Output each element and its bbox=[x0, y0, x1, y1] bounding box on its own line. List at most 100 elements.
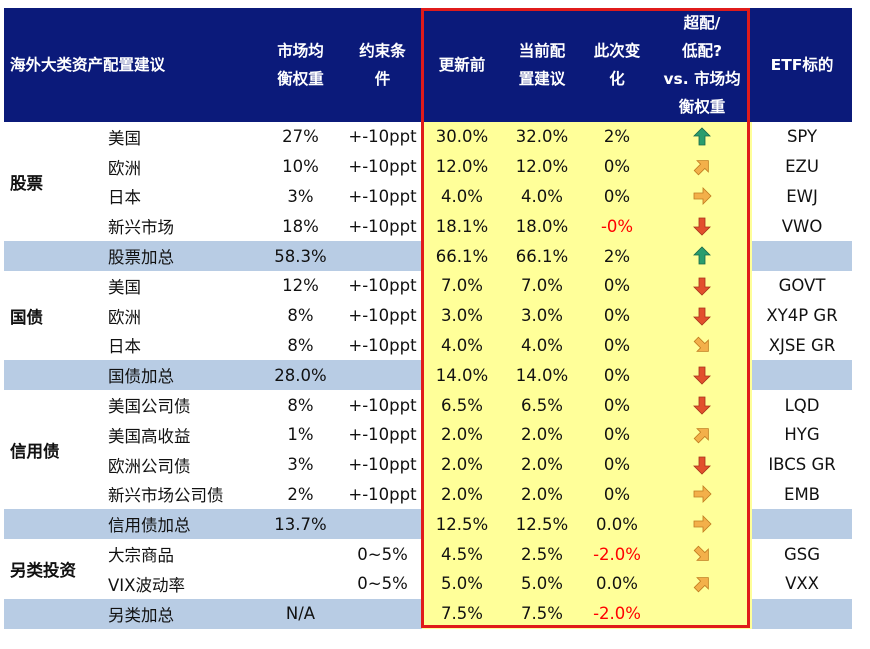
subtotal-weight: N/A bbox=[258, 598, 344, 629]
constraint-cell: 0~5% bbox=[357, 574, 408, 594]
arrow-down-icon bbox=[693, 366, 711, 385]
asset-name: 日本 bbox=[108, 337, 141, 357]
arrow-down-icon bbox=[693, 277, 711, 296]
constraint-cell: +-10ppt bbox=[348, 395, 417, 415]
header-constraint: 约束条件 bbox=[343, 8, 423, 122]
table-row: 国债 美国 12% +-10ppt 7.0% 7.0% 0% GOVT bbox=[4, 270, 852, 327]
category-label: 股票 bbox=[10, 173, 43, 193]
before-cell: 2.0% bbox=[422, 449, 503, 480]
market-weight-cell: 18% bbox=[282, 216, 319, 236]
arrow-up-right-icon bbox=[693, 577, 709, 593]
market-weight-cell: 3% bbox=[287, 455, 314, 475]
subtotal-row: 国债加总 28.0% 14.0% 14.0% 0% bbox=[4, 360, 853, 391]
table-row: 信用债 美国公司债 8% +-10ppt 6.5% 6.5% 0% LQD bbox=[4, 390, 852, 461]
before-cell: 2.0% bbox=[422, 419, 503, 450]
asset-name: 欧洲 bbox=[108, 307, 141, 327]
direction-cell bbox=[652, 449, 753, 480]
market-weight-cell: 8% bbox=[287, 306, 314, 326]
asset-name: 欧洲 bbox=[108, 158, 141, 178]
market-weight-cell: 3% bbox=[287, 186, 314, 206]
table-row: 另类投资 大宗商品 0~5% 4.5% 2.5% -2.0% GSG bbox=[4, 539, 852, 580]
market-weight-cell: 8% bbox=[287, 335, 314, 355]
header-over-under: 超配/低配? vs. 市场均 衡权重 bbox=[652, 8, 753, 122]
constraint-cell: +-10ppt bbox=[348, 425, 417, 445]
arrow-up-right-icon bbox=[693, 428, 709, 444]
etf-cell: IBCS GR bbox=[768, 455, 836, 475]
before-cell: 12.0% bbox=[422, 151, 503, 182]
change-cell: 0% bbox=[582, 360, 653, 391]
arrow-down-right-icon bbox=[693, 337, 709, 353]
market-weight-cell: 2% bbox=[287, 484, 314, 504]
direction-cell bbox=[652, 568, 753, 599]
direction-cell bbox=[652, 330, 753, 361]
etf-cell: HYG bbox=[784, 425, 820, 445]
etf-cell: XJSE GR bbox=[768, 335, 836, 355]
direction-cell bbox=[652, 509, 753, 540]
change-cell: 0% bbox=[582, 390, 653, 420]
market-weight-cell bbox=[258, 569, 343, 599]
constraint-cell: +-10ppt bbox=[348, 455, 417, 475]
subtotal-etf bbox=[752, 241, 853, 271]
constraint-cell: +-10ppt bbox=[348, 157, 417, 177]
table-row: 日本 8% +-10ppt 4.0% 4.0% 0% XJSE GR bbox=[4, 330, 852, 361]
change-cell: 2% bbox=[582, 241, 653, 271]
change-cell: 0% bbox=[582, 479, 653, 510]
subtotal-spacer bbox=[4, 598, 104, 629]
before-cell: 4.0% bbox=[422, 330, 503, 361]
etf-cell: VXX bbox=[785, 574, 819, 594]
asset-name: 新兴市场 bbox=[108, 218, 174, 238]
current-cell: 5.0% bbox=[502, 568, 583, 599]
header-row: 海外大类资产配置建议 市场均 衡权重 约束条件 更新前 当前配 置建议 此次变化 超… bbox=[4, 8, 853, 122]
subtotal-etf bbox=[752, 360, 853, 391]
subtotal-name: 信用债加总 bbox=[104, 509, 259, 540]
asset-name: 大宗商品 bbox=[108, 546, 174, 566]
subtotal-name: 股票加总 bbox=[104, 241, 259, 271]
etf-cell: LQD bbox=[784, 395, 820, 415]
change-cell: -0% bbox=[582, 211, 653, 242]
category-label: 另类投资 bbox=[10, 560, 76, 580]
subtotal-before: 7.5% bbox=[422, 598, 503, 629]
current-cell: 18.0% bbox=[502, 211, 583, 242]
direction-cell bbox=[652, 479, 753, 510]
table-body: 股票 美国 27% +-10ppt 30.0% 32.0% 2% SPY 欧洲 10% +-10pp… bbox=[4, 122, 853, 629]
change-cell: 0% bbox=[582, 449, 653, 480]
arrow-down-right-icon bbox=[693, 545, 709, 561]
subtotal-constraint bbox=[343, 241, 423, 271]
change-cell: 0% bbox=[582, 330, 653, 361]
direction-cell bbox=[652, 419, 753, 450]
change-cell: 0% bbox=[582, 151, 653, 182]
arrow-up-right-icon bbox=[693, 159, 709, 176]
table-row: VIX波动率 0~5% 5.0% 5.0% 0.0% VXX bbox=[4, 568, 852, 599]
table-row: 股票 美国 27% +-10ppt 30.0% 32.0% 2% SPY bbox=[4, 122, 852, 193]
before-cell: 2.0% bbox=[422, 479, 503, 510]
change-cell: 0% bbox=[582, 300, 653, 331]
subtotal-name: 国债加总 bbox=[104, 360, 259, 391]
subtotal-before: 14.0% bbox=[422, 360, 503, 391]
subtotal-row: 另类加总 N/A 7.5% 7.5% -2.0% bbox=[4, 598, 853, 629]
arrow-down-icon bbox=[693, 456, 711, 475]
constraint-cell: +-10ppt bbox=[348, 216, 417, 236]
etf-cell: XY4P GR bbox=[766, 306, 838, 326]
market-weight-cell bbox=[258, 539, 343, 569]
arrow-up-icon bbox=[693, 127, 711, 146]
current-cell: 4.0% bbox=[502, 181, 583, 212]
subtotal-current: 66.1% bbox=[502, 241, 583, 271]
before-cell: 4.0% bbox=[422, 181, 503, 212]
subtotal-constraint bbox=[343, 509, 423, 540]
constraint-cell: 0~5% bbox=[357, 544, 408, 564]
before-cell: 7.0% bbox=[422, 270, 503, 301]
market-weight-cell: 1% bbox=[287, 425, 314, 445]
change-cell: 0.0% bbox=[582, 509, 653, 540]
asset-name: 美国 bbox=[108, 277, 141, 297]
current-cell: 2.0% bbox=[502, 419, 583, 450]
header-change: 此次变化 bbox=[582, 8, 653, 122]
direction-cell bbox=[652, 390, 753, 420]
asset-name: 美国 bbox=[108, 128, 141, 148]
before-cell: 6.5% bbox=[422, 390, 503, 420]
etf-cell: GSG bbox=[783, 544, 821, 564]
subtotal-current: 12.5% bbox=[502, 509, 583, 540]
header-current: 当前配 置建议 bbox=[502, 8, 583, 122]
constraint-cell: +-10ppt bbox=[348, 335, 417, 355]
table-row: 美国高收益 1% +-10ppt 2.0% 2.0% 0% HYG bbox=[4, 419, 852, 450]
table-row: 欧洲 8% +-10ppt 3.0% 3.0% 0% XY4P GR bbox=[4, 300, 852, 331]
